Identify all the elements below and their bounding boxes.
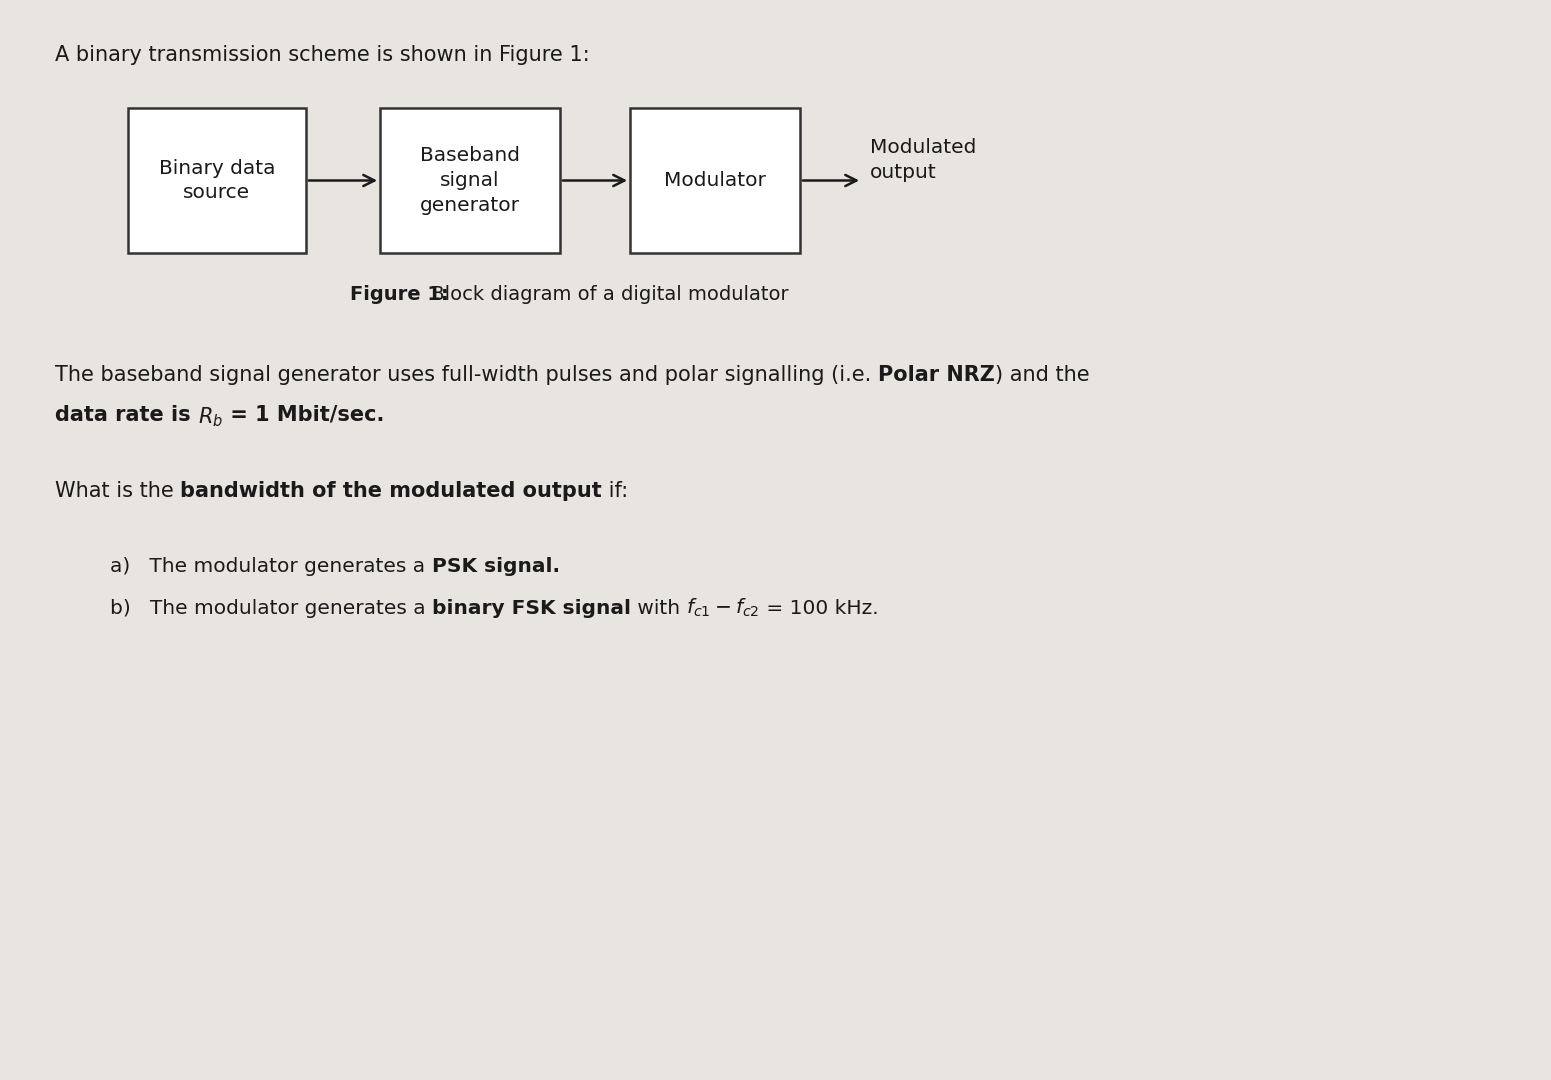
Text: $f_{c1} - f_{c2}$: $f_{c1} - f_{c2}$ bbox=[687, 597, 760, 619]
Text: bandwidth of the modulated output: bandwidth of the modulated output bbox=[180, 481, 602, 501]
Text: Baseband
signal
generator: Baseband signal generator bbox=[420, 146, 520, 215]
Text: Modulated
output: Modulated output bbox=[870, 138, 977, 183]
Text: data rate is: data rate is bbox=[54, 405, 199, 426]
Bar bbox=[129, 108, 306, 253]
Text: if:: if: bbox=[602, 481, 628, 501]
Text: The baseband signal generator uses full-width pulses and polar signalling (i.e.: The baseband signal generator uses full-… bbox=[54, 365, 878, 384]
Text: Block diagram of a digital modulator: Block diagram of a digital modulator bbox=[425, 285, 788, 303]
Text: = 1 Mbit/sec.: = 1 Mbit/sec. bbox=[223, 405, 385, 426]
Text: $R_b$: $R_b$ bbox=[199, 405, 223, 429]
Text: PSK signal.: PSK signal. bbox=[431, 557, 560, 576]
Text: A binary transmission scheme is shown in Figure 1:: A binary transmission scheme is shown in… bbox=[54, 45, 589, 65]
Text: b)   The modulator generates a: b) The modulator generates a bbox=[110, 599, 433, 618]
Bar bbox=[630, 108, 800, 253]
Bar bbox=[380, 108, 560, 253]
Text: Polar NRZ: Polar NRZ bbox=[878, 365, 994, 384]
Text: a)   The modulator generates a: a) The modulator generates a bbox=[110, 557, 431, 576]
Text: Binary data
source: Binary data source bbox=[158, 159, 275, 203]
Text: Modulator: Modulator bbox=[664, 171, 766, 190]
Text: = 100 kHz.: = 100 kHz. bbox=[760, 599, 878, 618]
Text: with: with bbox=[631, 599, 687, 618]
Text: What is the: What is the bbox=[54, 481, 180, 501]
Text: binary FSK signal: binary FSK signal bbox=[433, 599, 631, 618]
Text: ) and the: ) and the bbox=[994, 365, 1089, 384]
Text: Figure 1:: Figure 1: bbox=[351, 285, 448, 303]
